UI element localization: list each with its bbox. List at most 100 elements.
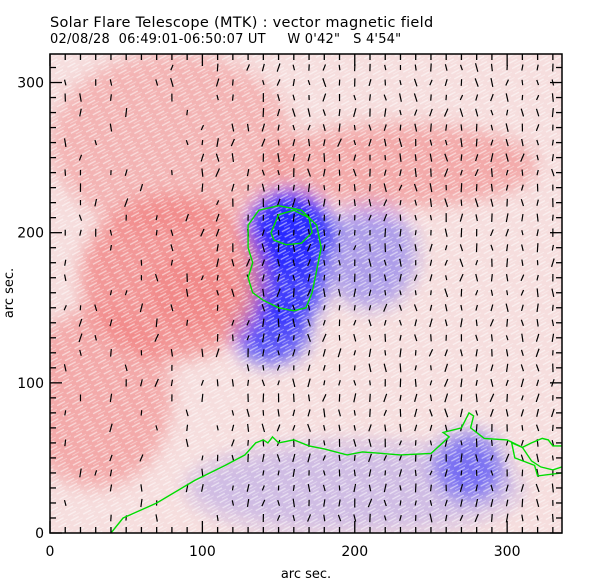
- field-vector: [383, 274, 387, 282]
- field-vector: [216, 200, 220, 206]
- field-vector: [383, 319, 387, 326]
- field-vector: [200, 484, 204, 492]
- field-vector: [444, 424, 448, 432]
- field-vector: [64, 439, 67, 447]
- field-vector: [460, 499, 463, 507]
- field-vector: [323, 198, 326, 207]
- field-vector: [490, 334, 493, 342]
- field-vector: [429, 484, 432, 492]
- field-vector: [475, 108, 479, 117]
- field-vector: [353, 108, 357, 118]
- field-vector: [429, 215, 433, 221]
- field-vector: [323, 229, 326, 236]
- field-vector: [307, 514, 312, 522]
- field-vector: [200, 153, 205, 162]
- field-vector: [63, 364, 67, 372]
- field-vector: [399, 319, 402, 326]
- field-vector: [521, 64, 524, 71]
- field-vector: [414, 500, 417, 506]
- field-vector: [383, 138, 387, 147]
- field-vector: [109, 79, 113, 86]
- field-vector: [490, 183, 493, 192]
- field-vector: [430, 123, 432, 132]
- field-vector: [444, 288, 449, 298]
- field-vector: [521, 213, 524, 222]
- field-vector: [368, 138, 372, 147]
- field-vector: [154, 378, 159, 388]
- field-vector: [307, 108, 311, 117]
- field-vector: [307, 168, 311, 177]
- field-vector: [551, 214, 554, 221]
- field-vector: [322, 109, 326, 116]
- field-vector: [475, 484, 478, 492]
- field-vector: [460, 154, 463, 161]
- field-vector: [521, 244, 524, 252]
- field-vector: [368, 305, 372, 311]
- field-vector: [444, 499, 448, 507]
- field-vector: [323, 153, 326, 163]
- field-vector: [155, 425, 158, 431]
- field-vector: [414, 123, 418, 132]
- field-vector: [338, 499, 341, 507]
- field-vector: [277, 124, 280, 131]
- field-vector: [429, 409, 433, 417]
- field-vector: [231, 485, 234, 491]
- field-vector: [520, 349, 524, 357]
- field-vector: [475, 379, 478, 386]
- field-vector: [276, 79, 281, 86]
- field-vector: [338, 109, 341, 117]
- field-vector: [490, 378, 494, 387]
- field-vector: [505, 153, 509, 162]
- field-vector: [140, 379, 143, 387]
- field-vector: [261, 423, 266, 433]
- field-vector: [262, 365, 265, 371]
- field-vector: [307, 183, 311, 192]
- field-vector: [444, 349, 448, 357]
- field-vector: [63, 274, 67, 282]
- field-vector: [155, 79, 159, 86]
- field-vector: [489, 319, 494, 327]
- field-vector: [399, 109, 402, 116]
- field-vector: [338, 424, 341, 432]
- field-vector: [429, 243, 433, 252]
- field-vector: [384, 108, 387, 117]
- field-vector: [155, 318, 158, 328]
- field-vector: [474, 169, 479, 177]
- field-vector: [551, 139, 554, 146]
- field-vector: [414, 244, 417, 252]
- field-vector: [383, 409, 387, 416]
- field-vector: [535, 124, 540, 132]
- field-vector: [490, 470, 494, 476]
- field-vector: [323, 185, 326, 191]
- field-vector: [551, 304, 554, 311]
- field-vector: [398, 184, 403, 191]
- field-vector: [94, 304, 98, 312]
- field-vector: [292, 514, 296, 522]
- field-vector: [414, 230, 417, 236]
- field-vector: [292, 213, 295, 222]
- field-vector: [384, 154, 387, 161]
- field-vector: [430, 334, 432, 342]
- field-vector: [551, 93, 554, 102]
- field-vector: [506, 290, 509, 296]
- field-vector: [200, 275, 204, 281]
- field-vector: [322, 333, 327, 342]
- field-vector: [215, 153, 220, 162]
- field-vector: [536, 408, 540, 417]
- field-vector: [490, 78, 494, 88]
- field-vector: [292, 393, 295, 403]
- field-vector: [186, 424, 189, 432]
- field-vector: [322, 64, 327, 71]
- field-vector: [383, 183, 387, 193]
- field-vector: [170, 259, 174, 266]
- field-vector: [276, 424, 281, 432]
- field-vector: [246, 498, 250, 507]
- field-vector: [322, 364, 326, 371]
- field-vector: [338, 454, 341, 461]
- field-vector: [338, 305, 341, 311]
- field-vector: [231, 288, 235, 297]
- field-vector: [551, 319, 555, 327]
- field-vector: [414, 319, 418, 327]
- field-vector: [551, 439, 555, 446]
- field-vector: [551, 455, 554, 461]
